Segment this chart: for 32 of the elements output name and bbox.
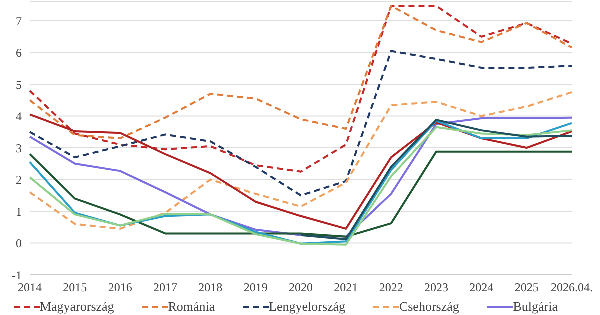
y-tick-label: 6 xyxy=(16,46,22,60)
line-series xyxy=(29,91,573,230)
x-tick-label: 2017 xyxy=(154,280,178,295)
y-tick-label: 1 xyxy=(16,204,22,219)
y-tick-label: 5 xyxy=(16,78,22,92)
y-tick-label: 4 xyxy=(16,110,22,124)
x-tick-label: 2016 xyxy=(108,280,132,295)
x-tick-label: 2020 xyxy=(289,280,313,295)
y-tick-label: 2 xyxy=(16,173,22,188)
y-tick-label: 0 xyxy=(16,236,22,251)
legend-label: Csehország xyxy=(399,299,460,315)
x-tick-label: 2018 xyxy=(198,280,223,295)
x-tick-label: 2023 xyxy=(424,280,448,295)
x-tick-label: 2021 xyxy=(334,280,358,295)
x-tick-label: 2022 xyxy=(379,280,404,295)
line-series xyxy=(29,150,573,238)
y-tick-label: 7 xyxy=(16,14,22,28)
line-series xyxy=(29,5,573,140)
x-tick-label: 2019 xyxy=(244,280,268,295)
x-tick-label: 2025 xyxy=(514,280,539,295)
line-series xyxy=(29,50,573,197)
x-tick-label: 2015 xyxy=(63,280,88,295)
y-tick-label: -1 xyxy=(12,268,22,282)
legend-label: Magyarország xyxy=(40,299,114,315)
line-series xyxy=(300,119,573,240)
legend-label: Lengyelország xyxy=(269,299,346,315)
legend-label: Románia xyxy=(168,299,216,315)
legend-label: Bulgária xyxy=(513,299,558,315)
x-tick-label: 2024 xyxy=(470,280,494,295)
x-tick-label: 2014 xyxy=(18,280,42,295)
y-tick-label: 3 xyxy=(16,141,22,156)
x-tick-label: 2026.04. xyxy=(551,280,593,295)
